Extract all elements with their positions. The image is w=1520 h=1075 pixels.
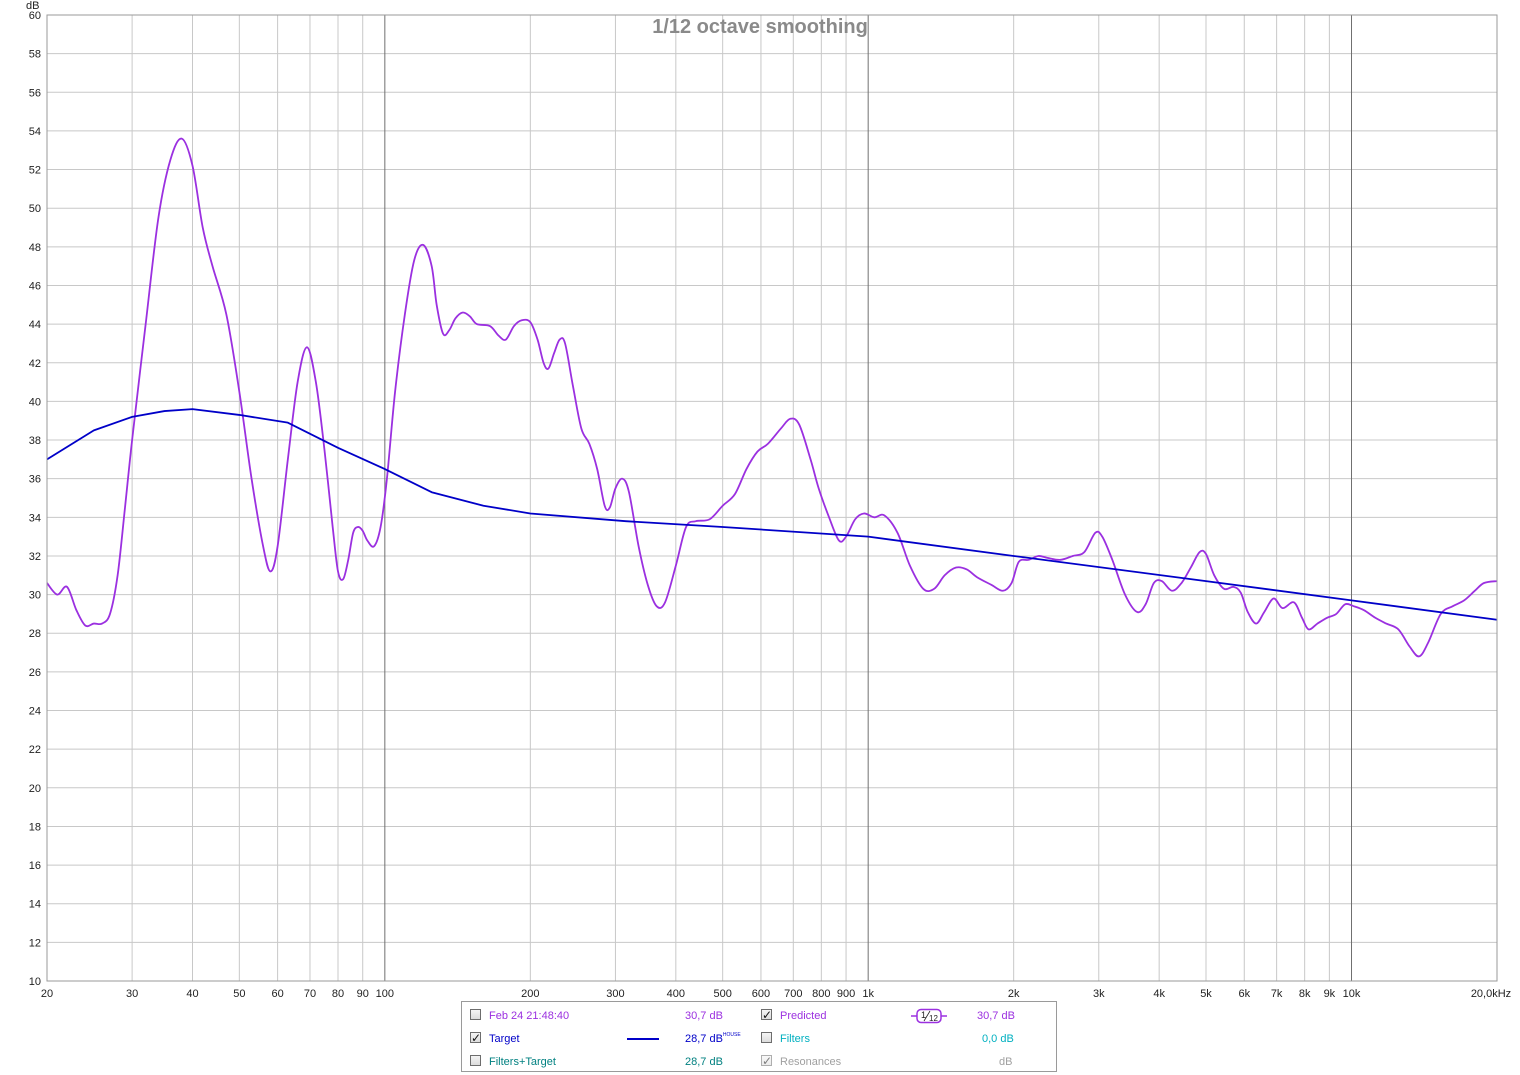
x-tick-label: 2k bbox=[1008, 988, 1020, 1000]
measurement-label: Feb 24 21:48:40 bbox=[489, 1010, 570, 1022]
smoothing-icon[interactable]: 1 12 bbox=[911, 1008, 947, 1024]
x-tick-label: 8k bbox=[1299, 988, 1311, 1000]
y-tick-label: 52 bbox=[29, 165, 41, 177]
y-tick-label: 20 bbox=[29, 783, 41, 795]
y-tick-label: 42 bbox=[29, 358, 41, 370]
x-tick-label: 40 bbox=[186, 988, 198, 1000]
y-tick-label: 28 bbox=[29, 628, 41, 640]
predicted-label: Predicted bbox=[780, 1010, 827, 1022]
x-tick-label: 1k bbox=[862, 988, 874, 1000]
y-tick-label: 34 bbox=[29, 512, 41, 524]
y-tick-label: 26 bbox=[29, 667, 41, 679]
filters-label: Filters bbox=[780, 1033, 810, 1045]
y-tick-label: 10 bbox=[29, 976, 41, 988]
x-tick-label: 7k bbox=[1271, 988, 1283, 1000]
x-tick-label: 20,0kHz bbox=[1471, 988, 1511, 1000]
resonances-checkbox[interactable] bbox=[761, 1051, 772, 1071]
x-tick-label: 80 bbox=[332, 988, 344, 1000]
predicted-checkbox[interactable] bbox=[761, 1005, 772, 1025]
x-tick-label: 20 bbox=[41, 988, 53, 1000]
x-tick-label: 30 bbox=[126, 988, 138, 1000]
x-tick-label: 200 bbox=[521, 988, 539, 1000]
legend-panel: Feb 24 21:48:40 30,7 dB Predicted 1 12 3… bbox=[461, 1001, 1057, 1072]
y-tick-label: 56 bbox=[29, 87, 41, 99]
predicted-value: 30,7 dB bbox=[977, 1010, 1015, 1022]
chart-title: 1/12 octave smoothing bbox=[652, 16, 868, 38]
y-axis-label: dB bbox=[26, 0, 39, 12]
x-tick-label: 500 bbox=[713, 988, 731, 1000]
legend-row-target: Target 28,7 dBHOUSE bbox=[470, 1028, 760, 1051]
filters-value: 0,0 dB bbox=[982, 1033, 1014, 1045]
y-tick-label: 18 bbox=[29, 821, 41, 833]
y-tick-label: 40 bbox=[29, 396, 41, 408]
y-tick-label: 38 bbox=[29, 435, 41, 447]
x-tick-label: 90 bbox=[357, 988, 369, 1000]
y-tick-label: 46 bbox=[29, 280, 41, 292]
filters-target-label: Filters+Target bbox=[489, 1056, 556, 1068]
legend-row-predicted: Predicted 1 12 30,7 dB bbox=[761, 1005, 1051, 1026]
smoothing-numerator: 1 bbox=[921, 1010, 926, 1020]
x-tick-label: 100 bbox=[376, 988, 394, 1000]
filters-target-checkbox[interactable] bbox=[470, 1055, 481, 1066]
series-line-target bbox=[46, 408, 1498, 621]
x-axis-tick-labels: 20 30 40 50 60 70 80 90 100 200 300 400 500 600 700 800… bbox=[41, 988, 1511, 1000]
x-tick-label: 70 bbox=[304, 988, 316, 1000]
grid-minor-lines bbox=[46, 15, 1498, 981]
y-tick-label: 14 bbox=[29, 899, 41, 911]
target-value-text: 28,7 dB bbox=[685, 1033, 723, 1045]
x-tick-label: 800 bbox=[812, 988, 830, 1000]
y-tick-label: 54 bbox=[29, 126, 41, 138]
y-axis-tick-labels: 10 12 14 16 18 20 22 24 26 28 30 32 34 36 38 40 42 44 46 48… bbox=[29, 10, 41, 988]
x-tick-label: 10k bbox=[1343, 988, 1361, 1000]
x-tick-label: 4k bbox=[1153, 988, 1165, 1000]
x-tick-label: 6k bbox=[1238, 988, 1250, 1000]
y-tick-label: 12 bbox=[29, 937, 41, 949]
series-layer bbox=[46, 137, 1498, 658]
measurement-value: 30,7 dB bbox=[685, 1010, 723, 1022]
resonances-label: Resonances bbox=[780, 1056, 842, 1068]
x-tick-label: 300 bbox=[606, 988, 624, 1000]
x-tick-label: 60 bbox=[271, 988, 283, 1000]
chart-area[interactable]: 10 12 14 16 18 20 22 24 26 28 30 32 34 36 38 40 42 44 46 48… bbox=[0, 0, 1520, 1000]
legend-row-resonances: Resonances dB bbox=[761, 1051, 1051, 1072]
target-value-sup: HOUSE bbox=[722, 1032, 741, 1038]
x-tick-label: 400 bbox=[667, 988, 685, 1000]
x-tick-label: 9k bbox=[1324, 988, 1336, 1000]
y-tick-label: 36 bbox=[29, 474, 41, 486]
filters-checkbox[interactable] bbox=[761, 1032, 772, 1043]
y-tick-label: 50 bbox=[29, 203, 41, 215]
x-tick-label: 900 bbox=[837, 988, 855, 1000]
x-tick-label: 3k bbox=[1093, 988, 1105, 1000]
y-tick-label: 30 bbox=[29, 590, 41, 602]
target-checkbox[interactable] bbox=[470, 1028, 481, 1048]
x-tick-label: 50 bbox=[233, 988, 245, 1000]
x-tick-label: 600 bbox=[752, 988, 770, 1000]
legend-row-filters-target: Filters+Target 28,7 dB bbox=[470, 1052, 750, 1072]
y-tick-label: 58 bbox=[29, 49, 41, 61]
y-tick-label: 60 bbox=[29, 10, 41, 22]
legend-row-measurement: Feb 24 21:48:40 30,7 dB bbox=[470, 1006, 750, 1026]
y-tick-label: 16 bbox=[29, 860, 41, 872]
measurement-checkbox[interactable] bbox=[470, 1009, 481, 1020]
y-tick-label: 32 bbox=[29, 551, 41, 563]
target-label: Target bbox=[489, 1033, 520, 1045]
filters-target-value: 28,7 dB bbox=[685, 1056, 723, 1068]
resonances-value: dB bbox=[999, 1056, 1013, 1068]
x-tick-label: 5k bbox=[1200, 988, 1212, 1000]
x-tick-label: 700 bbox=[784, 988, 802, 1000]
plot-frame bbox=[46, 14, 1498, 982]
frequency-response-chart[interactable]: 10 12 14 16 18 20 22 24 26 28 30 32 34 36 38 40 42 44 46 48… bbox=[0, 0, 1520, 1000]
y-tick-label: 48 bbox=[29, 242, 41, 254]
legend-row-filters: Filters 0,0 dB bbox=[761, 1029, 1051, 1049]
smoothing-denominator: 12 bbox=[929, 1014, 938, 1023]
y-tick-label: 22 bbox=[29, 744, 41, 756]
series-line-predicted bbox=[46, 137, 1498, 658]
y-tick-label: 24 bbox=[29, 706, 41, 718]
target-value: 28,7 dBHOUSE bbox=[685, 1029, 741, 1051]
target-line-swatch bbox=[627, 1038, 659, 1040]
y-tick-label: 44 bbox=[29, 319, 41, 331]
